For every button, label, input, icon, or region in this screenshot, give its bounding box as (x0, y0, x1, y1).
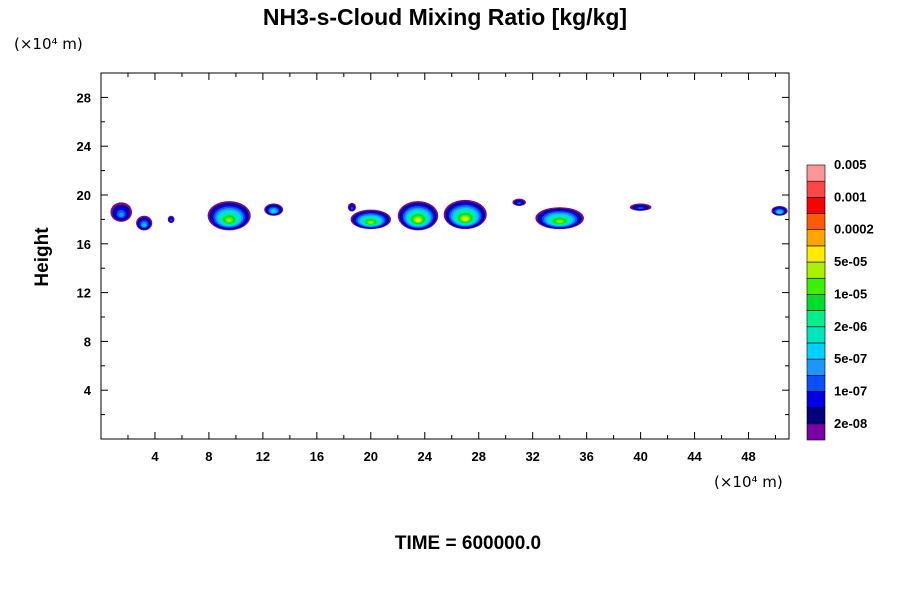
y-axis: 4 8 12 16 20 24 28 (77, 90, 789, 416)
colorbar-label: 1e-05 (834, 286, 867, 301)
cloud-8-level-11 (416, 218, 421, 222)
x-axis: 4 8 12 16 20 24 28 32 36 40 44 48 (127, 73, 777, 464)
y-unit-label: (×10⁴ m) (14, 35, 83, 53)
y-tick-label: 12 (77, 286, 91, 301)
x-tick-label: 4 (151, 449, 159, 464)
cloud-12-level-3 (637, 207, 644, 210)
plot-area (110, 198, 788, 231)
colorbar-label: 5e-05 (834, 254, 867, 269)
colorbar-swatch (806, 423, 826, 441)
cloud-11 (535, 207, 584, 230)
colorbar-swatch (806, 180, 826, 198)
cloud-13-level-6 (778, 211, 781, 214)
x-tick-label: 24 (418, 449, 433, 464)
cloud-4-level-10 (226, 218, 232, 222)
colorbar-swatch (806, 229, 826, 247)
colorbar-swatch (806, 261, 826, 279)
y-axis-label: Height (32, 227, 53, 287)
colorbar-label: 1e-07 (834, 383, 867, 398)
x-tick-label: 20 (364, 449, 378, 464)
x-tick-label: 28 (471, 449, 485, 464)
cloud-10 (512, 198, 526, 206)
colorbar-swatch (806, 294, 826, 311)
colorbar-swatch (806, 391, 826, 408)
x-tick-label: 36 (579, 449, 593, 464)
x-tick-label: 8 (205, 449, 212, 464)
cloud-6 (347, 202, 356, 212)
cloud-8 (397, 201, 439, 231)
y-tick-label: 24 (77, 139, 92, 154)
colorbar-swatch (806, 213, 826, 231)
x-unit-label: (×10⁴ m) (714, 473, 783, 491)
y-tick-label: 16 (77, 237, 91, 252)
colorbar-swatch (806, 374, 826, 392)
chart-title: NH3-s-Cloud Mixing Ratio [kg/kg] (263, 4, 627, 30)
cloud-9-level-11 (463, 217, 468, 221)
colorbar-swatch (806, 342, 826, 360)
cloud-1-level-4 (118, 212, 124, 217)
cloud-4 (207, 201, 251, 231)
x-tick-label: 12 (256, 449, 270, 464)
x-tick-label: 44 (687, 449, 702, 464)
colorbar-label: 2e-06 (834, 319, 867, 334)
colorbar-swatch (806, 164, 826, 182)
y-tick-label: 4 (84, 383, 92, 398)
colorbar-label: 0.005 (834, 157, 867, 172)
colorbar: 2e-08 1e-07 5e-07 2e-06 1e-05 5e-05 0.0002 0.00… (806, 157, 874, 441)
colorbar-swatch (806, 310, 826, 328)
time-label: TIME = 600000.0 (395, 533, 541, 554)
colorbar-swatch (806, 245, 826, 263)
cloud-10-level-3 (517, 202, 522, 205)
colorbar-swatch (806, 358, 826, 376)
cloud-2 (136, 215, 153, 231)
x-tick-label: 40 (633, 449, 647, 464)
colorbar-label: 0.001 (834, 189, 867, 204)
cloud-7 (350, 209, 392, 230)
colorbar-swatch (806, 197, 826, 214)
cloud-3 (167, 215, 175, 224)
cloud-7-level-10 (368, 221, 373, 224)
colorbar-label: 2e-08 (834, 416, 867, 431)
cloud-12 (629, 203, 652, 211)
cloud-3-level-3 (170, 219, 173, 222)
colorbar-swatch (806, 277, 826, 295)
y-tick-label: 28 (77, 90, 91, 105)
y-tick-label: 20 (77, 188, 91, 203)
y-tick-label: 8 (84, 334, 91, 349)
x-tick-label: 16 (310, 449, 324, 464)
cloud-5-level-6 (272, 210, 276, 213)
x-tick-label: 48 (741, 449, 755, 464)
cloud-11-level-10 (557, 220, 563, 223)
cloud-13 (771, 205, 788, 216)
colorbar-swatch (806, 407, 826, 425)
colorbar-label: 5e-07 (834, 351, 867, 366)
x-tick-label: 32 (525, 449, 539, 464)
cloud-6-level-3 (350, 207, 354, 210)
cloud-9 (443, 199, 487, 230)
colorbar-label: 0.0002 (834, 222, 874, 237)
cloud-2-level-5 (142, 223, 146, 227)
cloud-5 (264, 203, 284, 216)
cloud-1 (110, 202, 133, 222)
plot-frame (100, 72, 790, 440)
colorbar-swatch (806, 326, 826, 344)
